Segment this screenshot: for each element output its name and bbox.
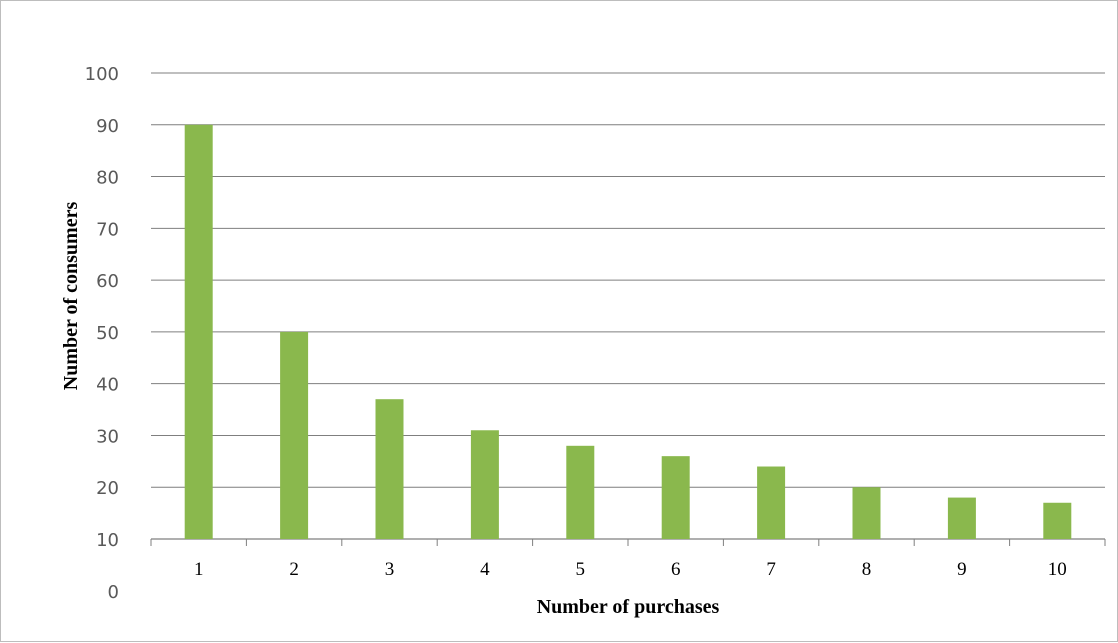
- bar-1: [184, 124, 213, 540]
- bar-6: [661, 456, 690, 539]
- x-axis-label: Number of purchases: [537, 596, 720, 618]
- bar-4: [470, 430, 499, 539]
- x-tick-label: 1: [194, 559, 204, 580]
- x-tick-label: 3: [385, 559, 395, 580]
- x-tick-label: 2: [289, 559, 299, 580]
- y-tick-label: 80: [96, 168, 119, 189]
- x-tick-label: 9: [957, 559, 967, 580]
- x-tick-label: 8: [862, 559, 872, 580]
- bars: [184, 124, 1072, 540]
- x-tick-labels: 1 2 3 4 5 6 7 8 9 10: [194, 559, 1067, 580]
- bar-7: [757, 466, 786, 539]
- bar-3: [375, 399, 404, 539]
- y-tick-label: 60: [96, 271, 119, 292]
- y-tick-label: 90: [96, 116, 119, 137]
- x-tick-label: 6: [671, 559, 681, 580]
- y-tick-label: 10: [96, 530, 119, 551]
- y-tick-label: 40: [96, 375, 119, 396]
- y-tick-label: 70: [96, 219, 119, 240]
- bar-5: [566, 445, 595, 539]
- x-tick-label: 7: [766, 559, 776, 580]
- y-tick-label: 20: [96, 478, 119, 499]
- y-tick-label: 100: [85, 64, 119, 85]
- x-tick-label: 5: [576, 559, 586, 580]
- bar-9: [947, 497, 976, 539]
- y-axis-label: Number of consumers: [60, 202, 82, 391]
- y-tick-labels: 0 10 20 30 40 50 60 70 80 90 100: [85, 64, 119, 603]
- bar-8: [852, 487, 881, 539]
- y-tick-label: 0: [108, 582, 119, 603]
- bar-10: [1043, 502, 1072, 539]
- x-tick-label: 10: [1048, 559, 1067, 580]
- gridlines: [150, 72, 1106, 546]
- x-tick-label: 4: [480, 559, 490, 580]
- y-tick-label: 30: [96, 426, 119, 447]
- bar-2: [280, 331, 309, 539]
- y-tick-label: 50: [96, 323, 119, 344]
